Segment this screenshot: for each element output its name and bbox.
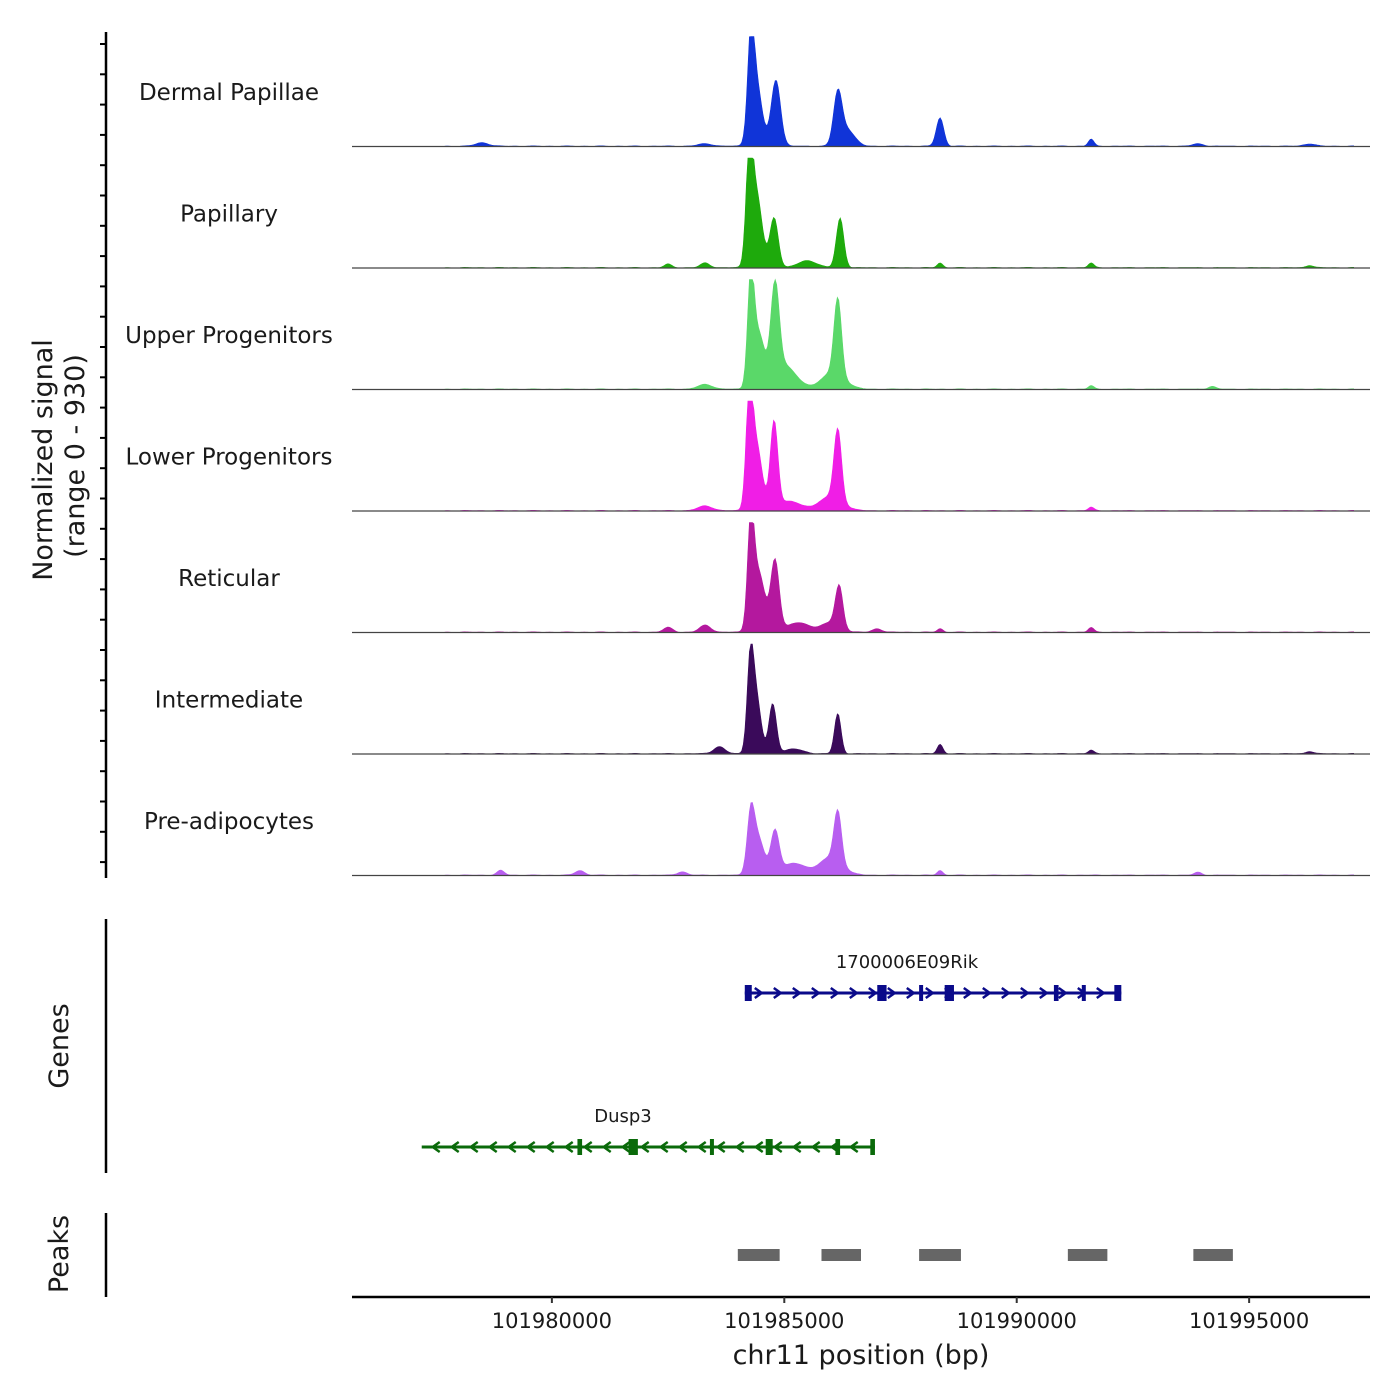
strand-arrow	[734, 1140, 745, 1154]
y-axis-title: Normalized signal (range 0 - 930)	[28, 339, 91, 581]
track-label: Papillary	[180, 202, 278, 228]
exon	[628, 1139, 638, 1155]
exon	[919, 985, 924, 1001]
strand-arrow	[1039, 986, 1049, 1000]
peak-region	[919, 1249, 961, 1261]
peak-region	[1193, 1249, 1233, 1261]
strand-arrow	[887, 986, 897, 1000]
track-label: Pre-adipocytes	[144, 809, 314, 835]
signal-area	[444, 522, 1354, 633]
exon	[744, 985, 752, 1001]
strand-arrow	[487, 1140, 498, 1154]
strand-arrow	[525, 1140, 536, 1154]
signal-area	[444, 36, 1354, 147]
exon	[835, 1139, 841, 1155]
exon	[1081, 985, 1086, 1001]
exon	[944, 985, 954, 1001]
strand-arrow	[848, 1140, 859, 1154]
strand-arrow	[925, 986, 935, 1000]
strand-arrow	[696, 1140, 707, 1154]
peak-region	[1067, 1249, 1108, 1261]
strand-arrow	[715, 1140, 726, 1154]
exon	[870, 1139, 875, 1155]
signal-area	[444, 157, 1354, 269]
peaks-axis-title: Peaks	[44, 1215, 75, 1293]
exon	[1053, 985, 1059, 1001]
peaks-track	[737, 1249, 1233, 1261]
strand-arrow	[849, 986, 859, 1000]
strand-arrow	[506, 1140, 517, 1154]
strand-arrow	[1096, 986, 1106, 1000]
track-dermal-papillae: Dermal Papillae	[139, 36, 1370, 148]
signal-area	[444, 643, 1354, 755]
gene-name: Dusp3	[594, 1106, 652, 1127]
strand-arrow	[753, 1140, 764, 1154]
signal-area	[444, 278, 1354, 390]
strand-arrow	[772, 1140, 783, 1154]
strand-arrow	[868, 986, 878, 1000]
strand-arrow	[810, 1140, 821, 1154]
peak-region	[821, 1249, 861, 1261]
x-tick-label: 101985000	[724, 1309, 844, 1333]
gene-name: 1700006E09Rik	[836, 952, 979, 973]
track-label: Lower Progenitors	[126, 445, 333, 471]
track-reticular: Reticular	[178, 522, 1370, 634]
strand-arrow	[677, 1140, 688, 1154]
exon	[709, 1139, 714, 1155]
strand-arrow	[982, 986, 992, 1000]
gene-1700006e09rik: 1700006E09Rik	[744, 952, 1122, 1001]
strand-arrow	[754, 986, 764, 1000]
x-axis-label: chr11 position (bp)	[733, 1340, 990, 1371]
peak-region	[737, 1249, 780, 1261]
track-label: Reticular	[178, 566, 280, 592]
signal-area	[444, 802, 1354, 876]
strand-arrow	[1001, 986, 1011, 1000]
strand-arrow	[449, 1140, 460, 1154]
strand-arrow	[1020, 986, 1030, 1000]
signal-tracks: Dermal Papillae Papillary Upper Progenitor…	[125, 36, 1370, 877]
track-upper-progenitors: Upper Progenitors	[125, 278, 1370, 391]
x-axis-ticks: 101980000 101985000 101990000 101995000	[492, 1297, 1309, 1333]
strand-arrow	[582, 1140, 593, 1154]
track-intermediate: Intermediate	[155, 643, 1370, 755]
strand-arrow	[906, 986, 916, 1000]
exon	[1114, 985, 1122, 1001]
y-axis-title-line2: (range 0 - 930)	[60, 354, 91, 558]
exon	[577, 1139, 583, 1155]
genes-axis-title: Genes	[44, 1003, 75, 1088]
track-label: Intermediate	[155, 688, 303, 714]
strand-arrow	[639, 1140, 650, 1154]
strand-arrow	[468, 1140, 479, 1154]
signal-axis	[100, 32, 108, 878]
strand-arrow	[963, 986, 973, 1000]
signal-area	[444, 400, 1354, 512]
gene-dusp3: Dusp3	[421, 1106, 875, 1155]
strand-arrow	[563, 1140, 574, 1154]
strand-arrow	[658, 1140, 669, 1154]
exon	[877, 985, 887, 1001]
strand-arrow	[811, 986, 821, 1000]
strand-arrow	[430, 1140, 441, 1154]
gene-annotation-track: 1700006E09Rik Dusp3	[421, 952, 1122, 1155]
x-tick-label: 101980000	[492, 1309, 612, 1333]
strand-arrow	[1058, 986, 1068, 1000]
track-papillary: Papillary	[180, 157, 1370, 269]
strand-arrow	[791, 1140, 802, 1154]
exon	[765, 1139, 773, 1155]
strand-arrow	[773, 986, 783, 1000]
strand-arrow	[792, 986, 802, 1000]
strand-arrow	[601, 1140, 612, 1154]
y-axis-title-line1: Normalized signal	[28, 339, 59, 581]
track-label: Dermal Papillae	[139, 80, 319, 106]
strand-arrow	[620, 1140, 631, 1154]
x-tick-label: 101995000	[1189, 1309, 1309, 1333]
strand-arrow	[544, 1140, 555, 1154]
strand-arrow	[830, 986, 840, 1000]
track-lower-progenitors: Lower Progenitors	[126, 400, 1370, 512]
x-tick-label: 101990000	[957, 1309, 1077, 1333]
track-pre-adipocytes: Pre-adipocytes	[144, 802, 1370, 877]
track-label: Upper Progenitors	[125, 323, 333, 349]
